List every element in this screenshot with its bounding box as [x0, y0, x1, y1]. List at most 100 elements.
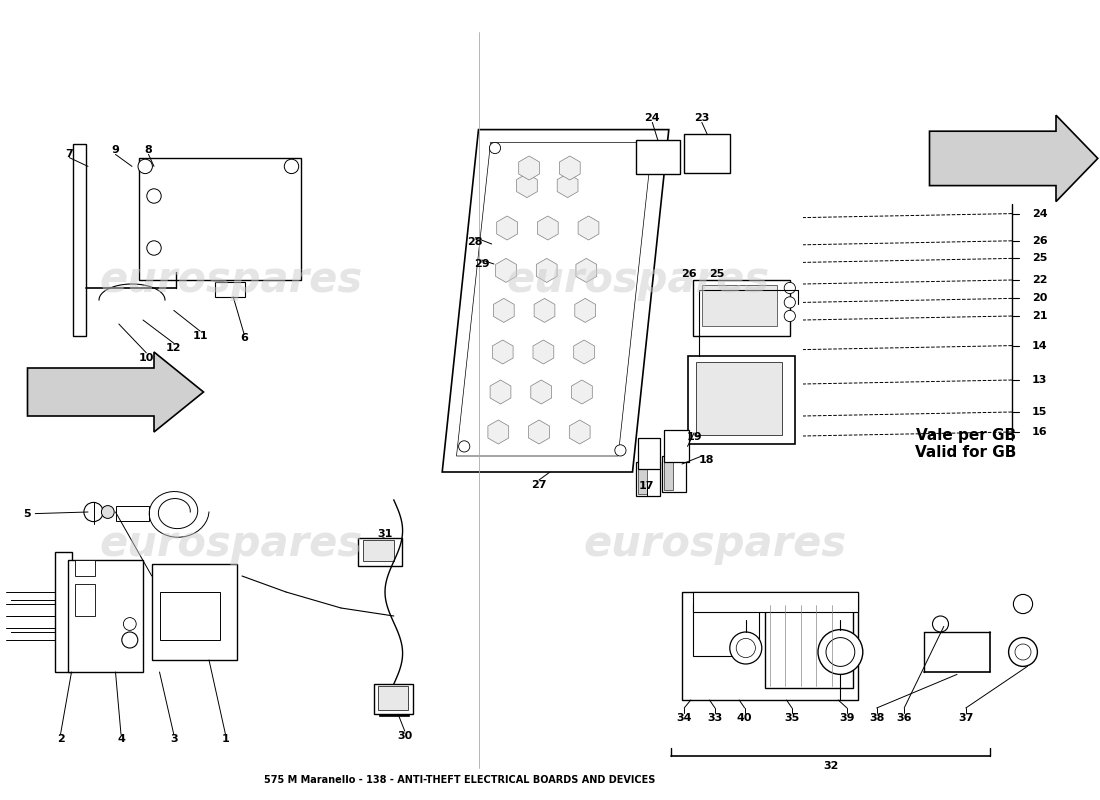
- Bar: [638, 438, 660, 469]
- Text: 35: 35: [784, 713, 800, 722]
- Bar: [363, 540, 394, 561]
- Text: 9: 9: [111, 146, 120, 155]
- Text: 25: 25: [1032, 254, 1047, 263]
- Circle shape: [146, 189, 162, 203]
- Text: 31: 31: [377, 530, 393, 539]
- Polygon shape: [535, 298, 554, 322]
- Text: 22: 22: [1032, 275, 1047, 285]
- Polygon shape: [152, 564, 236, 660]
- Bar: [378, 686, 408, 710]
- Circle shape: [284, 159, 299, 174]
- Text: 12: 12: [166, 343, 182, 353]
- Polygon shape: [560, 156, 580, 180]
- Polygon shape: [379, 714, 409, 716]
- Text: 15: 15: [1032, 407, 1047, 417]
- Bar: [73, 144, 86, 336]
- Polygon shape: [529, 420, 549, 444]
- Bar: [636, 462, 660, 496]
- Circle shape: [123, 618, 136, 630]
- Text: 39: 39: [839, 713, 855, 722]
- Bar: [664, 458, 673, 490]
- Polygon shape: [558, 174, 578, 198]
- Text: 16: 16: [1032, 427, 1047, 437]
- Bar: [139, 158, 301, 280]
- Circle shape: [212, 212, 228, 228]
- Text: eurospares: eurospares: [583, 523, 847, 565]
- Bar: [764, 604, 853, 688]
- Bar: [693, 592, 858, 612]
- Polygon shape: [519, 156, 539, 180]
- Bar: [696, 362, 782, 435]
- Bar: [374, 684, 412, 714]
- Text: 24: 24: [1032, 209, 1047, 218]
- Text: 5: 5: [23, 509, 31, 518]
- Circle shape: [1009, 638, 1037, 666]
- Text: 33: 33: [707, 713, 723, 722]
- Polygon shape: [538, 216, 558, 240]
- Text: 4: 4: [117, 734, 125, 744]
- Text: 18: 18: [698, 455, 714, 465]
- Polygon shape: [496, 258, 516, 282]
- Text: 28: 28: [468, 237, 483, 246]
- Circle shape: [84, 502, 103, 522]
- Polygon shape: [491, 380, 510, 404]
- Text: 14: 14: [1032, 341, 1047, 350]
- Circle shape: [122, 632, 138, 648]
- Text: 27: 27: [531, 480, 547, 490]
- Text: eurospares: eurospares: [99, 259, 363, 301]
- Text: 30: 30: [397, 731, 412, 741]
- Polygon shape: [55, 552, 72, 672]
- Bar: [662, 456, 686, 492]
- Text: 26: 26: [681, 269, 696, 278]
- Polygon shape: [537, 258, 557, 282]
- Text: 29: 29: [474, 259, 490, 269]
- Text: 13: 13: [1032, 375, 1047, 385]
- Text: 37: 37: [958, 713, 974, 722]
- Text: 575 M Maranello - 138 - ANTI-THEFT ELECTRICAL BOARDS AND DEVICES: 575 M Maranello - 138 - ANTI-THEFT ELECT…: [264, 775, 656, 785]
- Text: 8: 8: [144, 146, 153, 155]
- Text: 20: 20: [1032, 294, 1047, 303]
- Bar: [702, 285, 777, 326]
- Circle shape: [146, 241, 162, 255]
- Bar: [664, 430, 689, 462]
- Bar: [688, 356, 795, 444]
- Text: 7: 7: [65, 149, 74, 158]
- Bar: [75, 584, 95, 616]
- Circle shape: [736, 638, 756, 658]
- Bar: [684, 134, 730, 173]
- Text: eurospares: eurospares: [506, 259, 770, 301]
- Text: eurospares: eurospares: [99, 523, 363, 565]
- Text: 36: 36: [896, 713, 912, 722]
- Polygon shape: [456, 142, 652, 456]
- Polygon shape: [68, 560, 143, 672]
- Circle shape: [138, 159, 153, 174]
- Polygon shape: [570, 420, 590, 444]
- Polygon shape: [534, 340, 553, 364]
- Polygon shape: [575, 298, 595, 322]
- Circle shape: [1013, 594, 1033, 614]
- Text: 17: 17: [639, 482, 654, 491]
- Circle shape: [826, 638, 855, 666]
- Text: 24: 24: [645, 114, 660, 123]
- Circle shape: [615, 445, 626, 456]
- Polygon shape: [497, 216, 517, 240]
- Circle shape: [729, 632, 762, 664]
- Text: 3: 3: [170, 734, 177, 744]
- Text: 2: 2: [56, 734, 65, 744]
- Text: 26: 26: [1032, 236, 1047, 246]
- Circle shape: [654, 148, 666, 159]
- Circle shape: [160, 159, 280, 281]
- Bar: [693, 280, 790, 336]
- Text: 1: 1: [221, 734, 230, 744]
- Circle shape: [675, 440, 689, 453]
- Polygon shape: [682, 592, 858, 700]
- Circle shape: [784, 310, 795, 322]
- Text: 19: 19: [686, 432, 702, 442]
- Circle shape: [176, 176, 264, 264]
- Circle shape: [1015, 644, 1031, 660]
- Polygon shape: [442, 130, 669, 472]
- Polygon shape: [572, 380, 592, 404]
- Circle shape: [784, 297, 795, 308]
- Text: 40: 40: [737, 713, 752, 722]
- Polygon shape: [579, 216, 598, 240]
